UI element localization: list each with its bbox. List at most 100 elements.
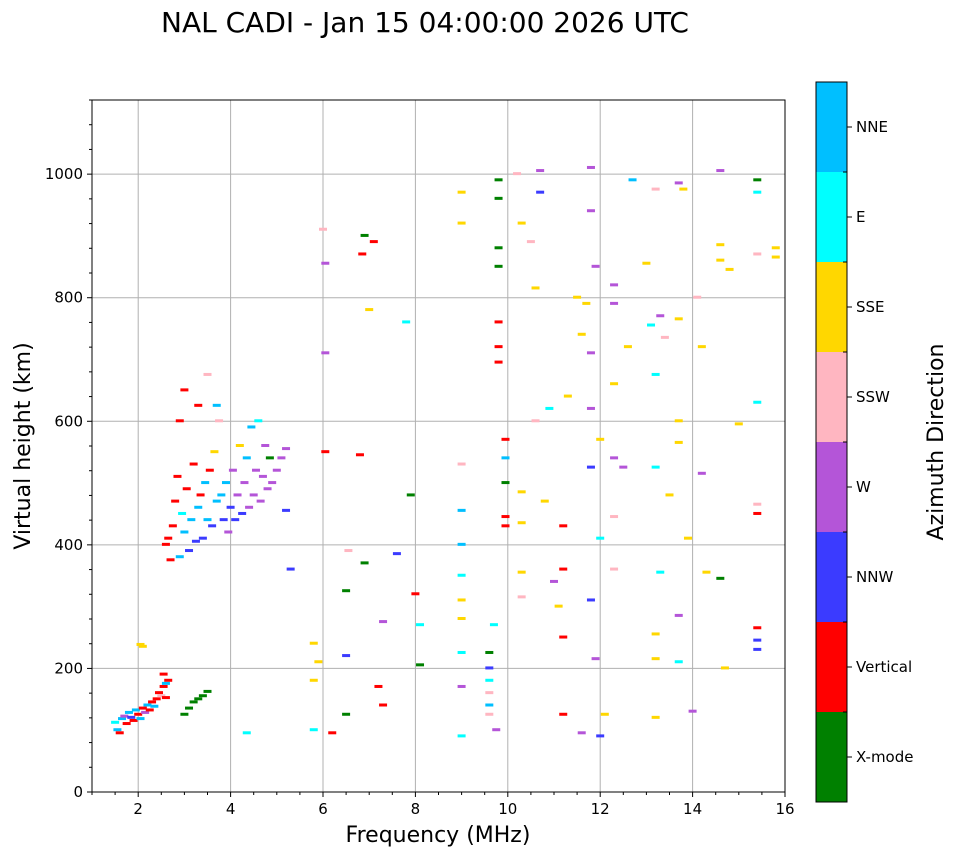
data-point bbox=[321, 261, 330, 265]
data-point bbox=[180, 712, 189, 716]
data-point bbox=[198, 694, 207, 698]
data-point bbox=[180, 388, 189, 392]
data-point bbox=[113, 728, 122, 732]
data-point bbox=[674, 440, 683, 444]
data-point bbox=[205, 468, 214, 472]
data-point bbox=[355, 453, 364, 457]
data-point bbox=[136, 717, 145, 721]
data-point bbox=[683, 536, 692, 540]
data-point bbox=[309, 678, 318, 682]
data-point bbox=[379, 703, 388, 707]
data-point bbox=[369, 240, 378, 244]
data-point bbox=[674, 419, 683, 423]
data-point bbox=[143, 703, 152, 707]
data-point bbox=[485, 678, 494, 682]
data-point bbox=[753, 638, 762, 642]
colorbar-segment bbox=[816, 622, 847, 712]
colorbar-segment bbox=[816, 262, 847, 352]
data-point bbox=[254, 419, 263, 423]
data-point bbox=[457, 734, 466, 738]
data-point bbox=[416, 623, 425, 627]
data-point bbox=[131, 708, 140, 712]
colorbar-tick-label: SSW bbox=[856, 388, 890, 406]
data-point bbox=[235, 444, 244, 447]
data-point bbox=[194, 403, 203, 407]
y-tick-label: 400 bbox=[54, 536, 83, 554]
data-point bbox=[203, 518, 212, 522]
y-tick-label: 600 bbox=[54, 412, 83, 430]
data-point bbox=[559, 524, 568, 528]
data-point bbox=[263, 487, 272, 491]
data-point bbox=[277, 456, 286, 460]
data-point bbox=[660, 335, 669, 339]
data-point bbox=[122, 722, 131, 726]
colorbar-segment bbox=[816, 352, 847, 442]
data-point bbox=[716, 258, 725, 262]
data-point bbox=[531, 286, 540, 290]
data-point bbox=[226, 505, 235, 509]
data-point bbox=[374, 684, 383, 688]
data-point bbox=[268, 481, 277, 485]
data-point bbox=[159, 684, 168, 688]
data-point bbox=[647, 323, 656, 327]
data-point bbox=[457, 508, 466, 512]
data-point bbox=[517, 570, 526, 574]
data-point bbox=[577, 731, 586, 735]
colorbar-tick-label: E bbox=[856, 208, 865, 226]
data-point bbox=[494, 264, 503, 268]
y-tick-label: 200 bbox=[54, 659, 83, 677]
data-point bbox=[610, 456, 619, 460]
data-point bbox=[360, 233, 369, 237]
data-point bbox=[187, 518, 196, 522]
data-point bbox=[161, 696, 170, 700]
data-point bbox=[212, 499, 221, 503]
data-point bbox=[457, 542, 466, 546]
data-point bbox=[531, 419, 540, 423]
data-point bbox=[494, 345, 503, 349]
data-point bbox=[651, 372, 660, 376]
data-point bbox=[716, 169, 725, 173]
y-axis-label: Virtual height (km) bbox=[11, 342, 36, 549]
colorbar-tick-label: W bbox=[856, 478, 871, 496]
data-point bbox=[623, 345, 632, 349]
data-point bbox=[485, 712, 494, 716]
data-point bbox=[145, 708, 154, 712]
grid-lines bbox=[92, 100, 786, 793]
data-point bbox=[492, 728, 501, 732]
data-point bbox=[734, 422, 743, 426]
data-point bbox=[154, 691, 163, 695]
data-point bbox=[256, 499, 265, 503]
data-point bbox=[540, 499, 549, 503]
data-point bbox=[526, 240, 535, 244]
data-point bbox=[272, 468, 281, 472]
data-point bbox=[242, 731, 251, 735]
data-point bbox=[702, 570, 711, 574]
data-point bbox=[501, 456, 510, 460]
data-point bbox=[150, 704, 159, 708]
data-point bbox=[554, 604, 563, 608]
data-point bbox=[610, 382, 619, 386]
data-point bbox=[494, 320, 503, 324]
data-point bbox=[164, 678, 173, 682]
data-point bbox=[238, 511, 247, 515]
data-point bbox=[665, 493, 674, 497]
data-point bbox=[208, 524, 217, 528]
data-point bbox=[628, 178, 637, 182]
data-point bbox=[365, 308, 374, 312]
data-point bbox=[586, 165, 595, 169]
data-point bbox=[485, 703, 494, 707]
data-point bbox=[753, 626, 762, 630]
data-point bbox=[457, 650, 466, 654]
data-point bbox=[494, 360, 503, 364]
data-point bbox=[457, 598, 466, 602]
y-tick-label: 800 bbox=[54, 289, 83, 307]
data-point bbox=[152, 697, 161, 701]
data-point bbox=[536, 169, 545, 173]
data-point bbox=[166, 558, 175, 562]
data-point bbox=[221, 481, 230, 485]
data-point bbox=[674, 660, 683, 664]
y-tick-label: 1000 bbox=[45, 165, 83, 183]
data-point bbox=[457, 617, 466, 620]
data-point bbox=[619, 465, 628, 469]
